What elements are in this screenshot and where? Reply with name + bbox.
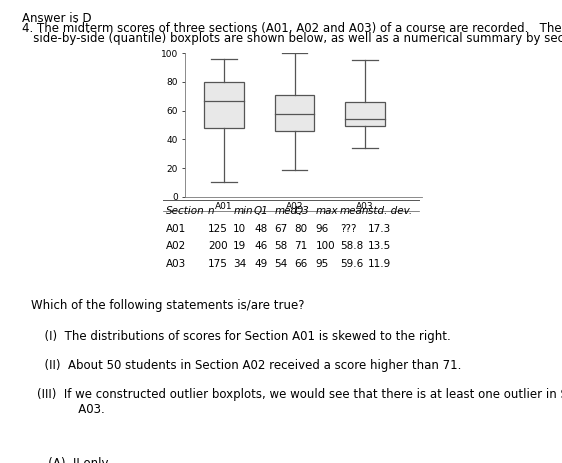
Text: 58: 58 [274, 241, 288, 251]
Text: ???: ??? [340, 224, 356, 234]
Text: 54: 54 [274, 259, 288, 269]
Text: 34: 34 [233, 259, 247, 269]
Text: A02: A02 [166, 241, 186, 251]
Bar [205, 82, 244, 128]
Text: 46: 46 [254, 241, 268, 251]
Text: Answer is D: Answer is D [22, 12, 92, 25]
Text: mean: mean [340, 206, 369, 216]
Text: max: max [316, 206, 338, 216]
Text: 200: 200 [208, 241, 228, 251]
Text: 95: 95 [316, 259, 329, 269]
Text: Section: Section [166, 206, 205, 216]
Text: 48: 48 [254, 224, 268, 234]
Text: (III)  If we constructed outlier boxplots, we would see that there is at least o: (III) If we constructed outlier boxplots… [37, 388, 562, 415]
Text: Q1: Q1 [254, 206, 269, 216]
Text: min: min [233, 206, 253, 216]
Text: 13.5: 13.5 [368, 241, 391, 251]
Text: (A)  II only: (A) II only [37, 457, 108, 463]
Text: 71: 71 [294, 241, 308, 251]
Text: 96: 96 [316, 224, 329, 234]
Text: 59.6: 59.6 [340, 259, 363, 269]
Text: (II)  About 50 students in Section A02 received a score higher than 71.: (II) About 50 students in Section A02 re… [37, 359, 461, 372]
Text: A03: A03 [166, 259, 186, 269]
Text: 10: 10 [233, 224, 246, 234]
Text: side-by-side (quantile) boxplots are shown below, as well as a numerical summary: side-by-side (quantile) boxplots are sho… [22, 32, 562, 45]
Text: 58.8: 58.8 [340, 241, 363, 251]
Text: 49: 49 [254, 259, 268, 269]
Text: n: n [208, 206, 215, 216]
Text: 80: 80 [294, 224, 307, 234]
Text: 66: 66 [294, 259, 308, 269]
Bar [346, 102, 385, 126]
Text: 17.3: 17.3 [368, 224, 391, 234]
Text: med: med [274, 206, 297, 216]
Text: 4. The midterm scores of three sections (A01, A02 and A03) of a course are recor: 4. The midterm scores of three sections … [22, 22, 562, 35]
Text: 175: 175 [208, 259, 228, 269]
Text: std. dev.: std. dev. [368, 206, 413, 216]
Text: 19: 19 [233, 241, 247, 251]
Text: 125: 125 [208, 224, 228, 234]
Text: A01: A01 [166, 224, 186, 234]
Text: 100: 100 [316, 241, 336, 251]
Bar [275, 95, 314, 131]
Text: (I)  The distributions of scores for Section A01 is skewed to the right.: (I) The distributions of scores for Sect… [37, 330, 450, 343]
Text: Q3: Q3 [294, 206, 309, 216]
Text: 67: 67 [274, 224, 288, 234]
Text: Which of the following statements is/are true?: Which of the following statements is/are… [31, 299, 305, 312]
Text: 11.9: 11.9 [368, 259, 391, 269]
